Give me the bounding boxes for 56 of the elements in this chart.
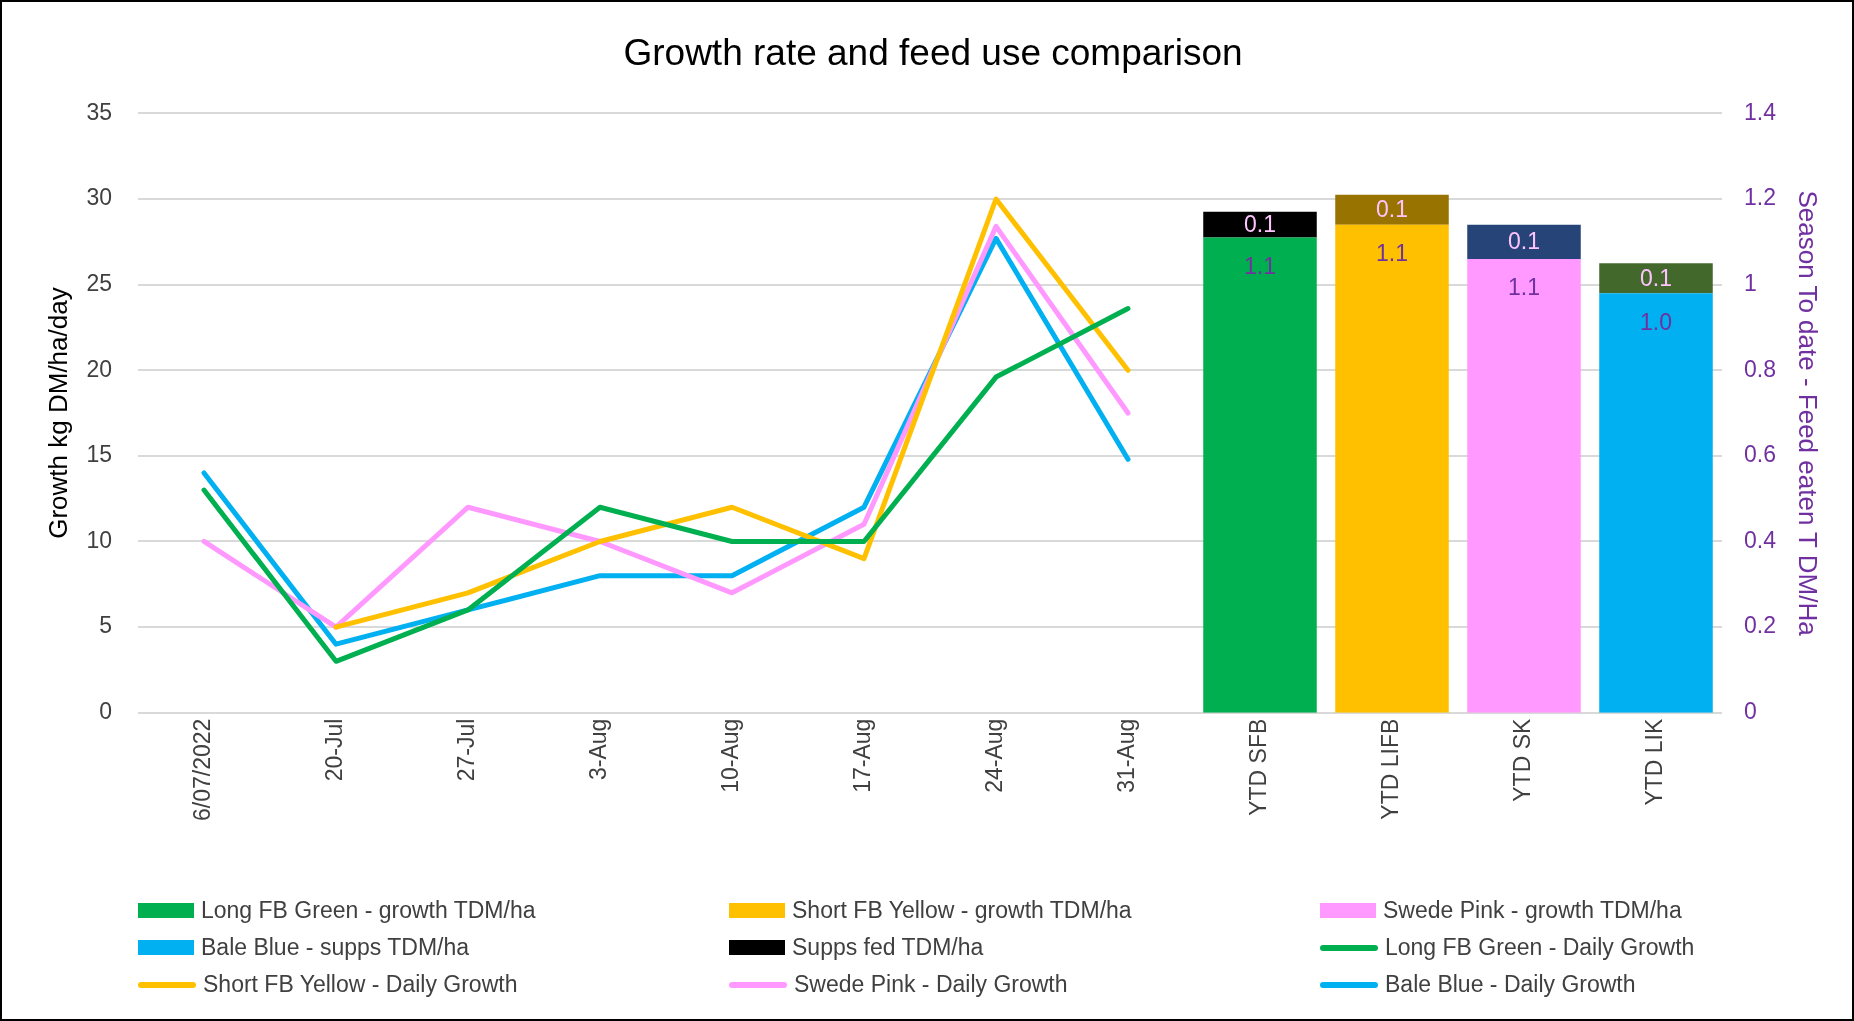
legend-label: Supps fed TDM/ha <box>792 934 984 961</box>
x-tick-label: 6/07/2022 <box>189 718 216 822</box>
y-axis-title: Growth kg DM/ha/day <box>42 287 73 539</box>
data-label: 0.1 <box>1376 196 1408 223</box>
legend-label: Long FB Green - Daily Growth <box>1385 934 1695 961</box>
y-tick-label: 35 <box>86 98 112 125</box>
y2-axis-title: Season To date - Feed eaten T DM/Ha <box>1793 190 1824 637</box>
y2-tick-label: 1.4 <box>1744 98 1777 125</box>
bar <box>1599 293 1713 713</box>
data-label: 1.1 <box>1508 274 1540 301</box>
data-label: 1.0 <box>1640 308 1672 335</box>
legend-label: Swede Pink - Daily Growth <box>794 971 1068 998</box>
bar <box>1335 224 1449 713</box>
x-tick-label: YTD LIFB <box>1377 718 1404 820</box>
bar <box>1467 258 1581 713</box>
x-tick-label: 10-Aug <box>717 718 744 793</box>
data-label: 0.1 <box>1640 264 1672 291</box>
y2-tick-label: 0.2 <box>1744 612 1776 639</box>
data-label: 0.1 <box>1508 228 1540 255</box>
legend-label: Short FB Yellow - Daily Growth <box>203 971 518 998</box>
chart-title: Growth rate and feed use comparison <box>623 32 1243 74</box>
y2-tick-label: 0 <box>1744 698 1757 725</box>
legend-label: Swede Pink - growth TDM/ha <box>1383 897 1682 924</box>
x-tick-label: 3-Aug <box>585 718 612 781</box>
x-tick-label: YTD SK <box>1509 718 1536 802</box>
bar <box>1203 211 1317 238</box>
y2-tick-label: 1.2 <box>1744 184 1776 211</box>
y-tick-label: 25 <box>86 269 112 296</box>
x-tick-label: 31-Aug <box>1113 718 1140 793</box>
x-tick-label: 27-Jul <box>453 718 480 782</box>
y-tick-label: 10 <box>86 526 112 553</box>
legend-label: Short FB Yellow - growth TDM/ha <box>792 897 1132 924</box>
data-label: 1.1 <box>1244 252 1276 279</box>
x-tick-label: 17-Aug <box>849 718 876 793</box>
bar <box>1203 237 1317 713</box>
x-tick-label: 20-Jul <box>321 718 348 782</box>
x-tick-label: YTD SFB <box>1245 718 1272 816</box>
y-tick-label: 15 <box>86 441 112 468</box>
y2-tick-label: 0.4 <box>1744 526 1777 553</box>
data-label: 0.1 <box>1244 211 1276 238</box>
data-label: 1.1 <box>1376 240 1408 267</box>
x-tick-label: YTD LIK <box>1641 718 1668 806</box>
y2-tick-label: 0.8 <box>1744 355 1776 382</box>
y-tick-label: 30 <box>86 184 112 211</box>
bar <box>1599 263 1713 294</box>
bar <box>1467 224 1581 259</box>
x-tick-label: 24-Aug <box>981 718 1008 793</box>
y2-tick-label: 0.6 <box>1744 441 1776 468</box>
y2-tick-label: 1 <box>1744 269 1757 296</box>
y-tick-label: 0 <box>99 698 112 725</box>
legend-label: Bale Blue - Daily Growth <box>1385 971 1636 998</box>
y-tick-label: 5 <box>99 612 112 639</box>
legend-label: Bale Blue - supps TDM/ha <box>201 934 470 961</box>
legend-label: Long FB Green - growth TDM/ha <box>201 897 536 924</box>
bar <box>1335 194 1449 225</box>
y-tick-label: 20 <box>86 355 112 382</box>
